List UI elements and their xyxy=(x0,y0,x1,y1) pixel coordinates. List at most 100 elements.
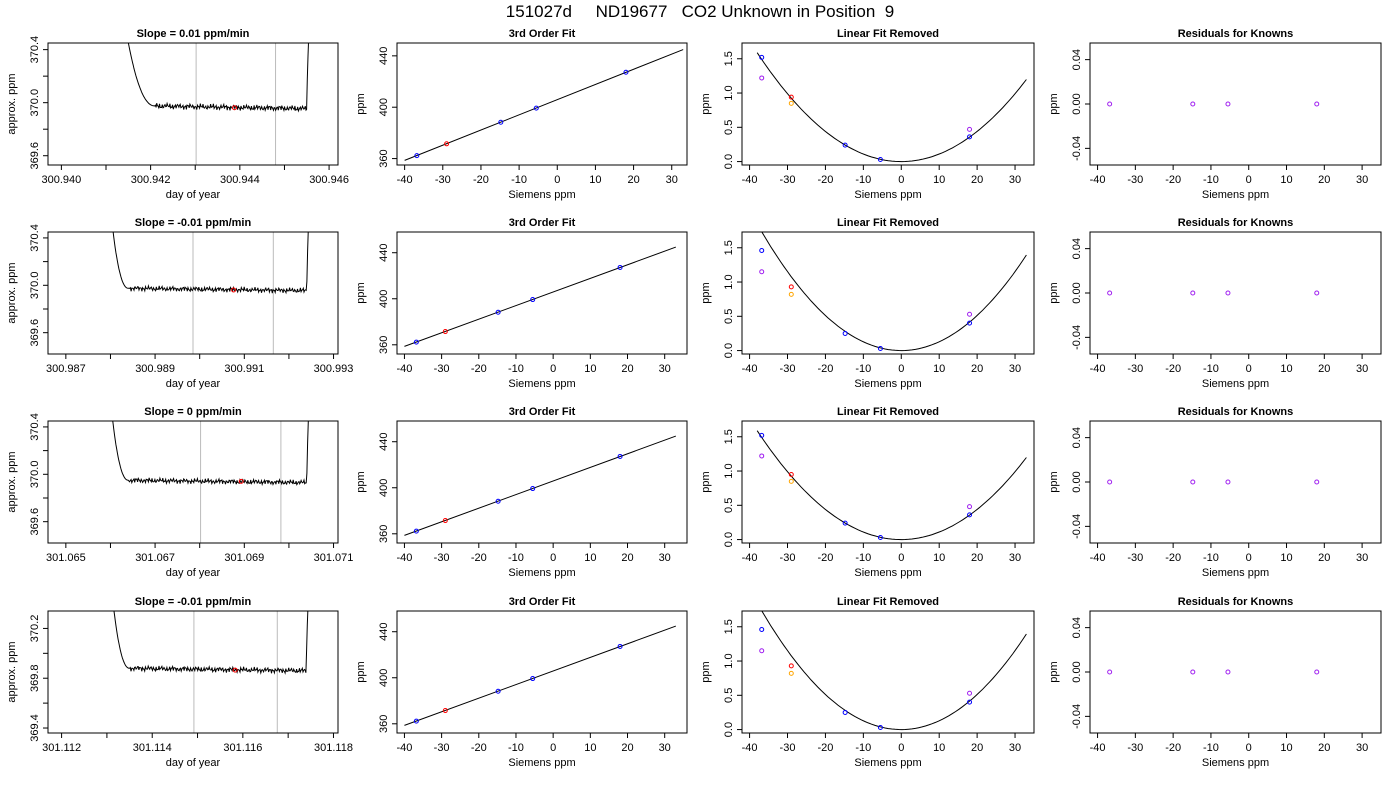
known-point xyxy=(759,54,765,60)
panel-title: Slope = 0.01 ppm/min xyxy=(137,28,250,40)
concentration-trace xyxy=(112,421,309,487)
known-point xyxy=(842,520,848,526)
plot-area xyxy=(756,52,1027,163)
known-point xyxy=(495,498,501,504)
x-tick-label: 30 xyxy=(1356,742,1368,754)
y-tick-label: 360 xyxy=(378,336,390,354)
known-point xyxy=(617,453,623,459)
known-point xyxy=(530,486,536,492)
known-point xyxy=(967,320,973,326)
y-tick-label: 370.2 xyxy=(29,615,41,643)
secondary-point xyxy=(788,670,794,676)
known-point xyxy=(877,346,883,352)
y-tick-label: 360 xyxy=(378,715,390,733)
x-tick-label: 0 xyxy=(1246,363,1252,375)
panel-title: Residuals for Knowns xyxy=(1178,596,1294,608)
x-tick-label: 0 xyxy=(898,174,904,186)
concentration-trace xyxy=(127,43,309,113)
panel-title: Linear Fit Removed xyxy=(837,406,939,418)
x-tick-label: 20 xyxy=(627,174,639,186)
known-point xyxy=(759,432,765,438)
unknown-point xyxy=(238,478,244,484)
y-tick-label: 0.5 xyxy=(723,120,735,135)
y-tick-label: 1.0 xyxy=(723,653,735,668)
panel-title: Linear Fit Removed xyxy=(837,28,939,40)
y-tick-label: 369.6 xyxy=(29,142,41,170)
panel-title: 3rd Order Fit xyxy=(509,406,576,418)
plot-area xyxy=(113,611,309,733)
x-tick-label: 10 xyxy=(584,742,596,754)
y-tick-label: 369.8 xyxy=(29,664,41,692)
x-tick-label: -10 xyxy=(508,742,524,754)
unknown-point xyxy=(788,94,794,100)
y-tick-label: 440 xyxy=(378,623,390,641)
x-tick-label: -30 xyxy=(1127,552,1143,564)
x-tick-label: -40 xyxy=(396,742,412,754)
panel-title: 3rd Order Fit xyxy=(509,596,576,608)
plot-area xyxy=(1107,669,1320,675)
x-tick-label: -20 xyxy=(1165,363,1181,375)
chart-panel: 3rd Order Fit Siemens ppm ppm -40 -30 -20 -10 0… xyxy=(355,596,688,769)
y-tick-label: 400 xyxy=(378,290,390,308)
chart-panel: 3rd Order Fit Siemens ppm ppm -40 -30 -20 -10 0… xyxy=(355,28,688,201)
x-tick-label: 10 xyxy=(933,742,945,754)
x-tick-label: 20 xyxy=(1318,742,1330,754)
residual-point xyxy=(1190,669,1196,675)
y-tick-label: 370.4 xyxy=(29,413,41,441)
x-tick-label: -10 xyxy=(1203,363,1219,375)
x-tick-label: -10 xyxy=(511,174,527,186)
x-axis-label: Siemens ppm xyxy=(854,757,921,769)
y-axis-label: ppm xyxy=(355,471,367,492)
y-tick-label: 0.04 xyxy=(1071,617,1083,638)
x-tick-label: -40 xyxy=(396,552,412,564)
panel-title: Slope = -0.01 ppm/min xyxy=(135,217,252,229)
residual-point xyxy=(1225,290,1231,296)
panel-title: Linear Fit Removed xyxy=(837,217,939,229)
unknown-point xyxy=(231,105,237,111)
residual-point xyxy=(1314,479,1320,485)
panel-title: Residuals for Knowns xyxy=(1178,217,1294,229)
plot-frame xyxy=(47,231,339,355)
y-tick-label: 370.0 xyxy=(29,461,41,489)
plot-area xyxy=(759,611,1027,731)
x-tick-label: 301.116 xyxy=(223,742,262,754)
x-tick-label: 301.069 xyxy=(224,552,264,564)
x-tick-label: 300.991 xyxy=(224,363,264,375)
x-tick-label: 20 xyxy=(971,363,983,375)
y-axis-label: ppm xyxy=(1048,471,1060,492)
x-tick-label: 0 xyxy=(550,742,556,754)
x-axis-label: Siemens ppm xyxy=(854,567,921,579)
residual-point xyxy=(1314,669,1320,675)
x-tick-label: 20 xyxy=(621,363,633,375)
y-tick-label: 400 xyxy=(378,669,390,687)
y-axis-label: ppm xyxy=(700,93,712,114)
chart-panel: 3rd Order Fit Siemens ppm ppm -40 -30 -20 -10 0… xyxy=(355,406,688,579)
x-axis-label: day of year xyxy=(166,189,221,201)
y-tick-label: 369.4 xyxy=(29,714,41,742)
known-point xyxy=(842,142,848,148)
x-tick-label: -10 xyxy=(508,552,524,564)
residual-point xyxy=(1225,479,1231,485)
chart-panel: Slope = 0 ppm/min day of year approx. ppm 3… xyxy=(6,406,353,579)
panel-title: 3rd Order Fit xyxy=(509,28,576,40)
x-tick-label: -10 xyxy=(1203,742,1219,754)
fit-line xyxy=(404,625,677,726)
x-tick-label: -20 xyxy=(1165,742,1181,754)
y-tick-label: 0.00 xyxy=(1071,471,1083,492)
x-tick-label: 301.118 xyxy=(314,742,353,754)
x-tick-label: -20 xyxy=(817,363,833,375)
chart-panel: Residuals for Knowns Siemens ppm ppm -40 -30… xyxy=(1048,28,1382,201)
y-axis-label: ppm xyxy=(355,282,367,303)
x-tick-label: -10 xyxy=(855,174,871,186)
known-point xyxy=(533,105,539,111)
residual-point xyxy=(1107,669,1113,675)
chart-panel: Residuals for Knowns Siemens ppm ppm -40 -30… xyxy=(1048,217,1382,390)
chart-panel: Linear Fit Removed Siemens ppm ppm -40 -30 -2… xyxy=(700,406,1035,579)
x-tick-label: 10 xyxy=(1280,742,1292,754)
y-axis-label: approx. ppm xyxy=(6,451,18,512)
panel-title: Residuals for Knowns xyxy=(1178,406,1294,418)
x-tick-label: 300.946 xyxy=(309,174,349,186)
x-axis-label: Siemens ppm xyxy=(1202,378,1269,390)
residual-point xyxy=(1314,101,1320,107)
x-tick-label: -40 xyxy=(742,174,758,186)
